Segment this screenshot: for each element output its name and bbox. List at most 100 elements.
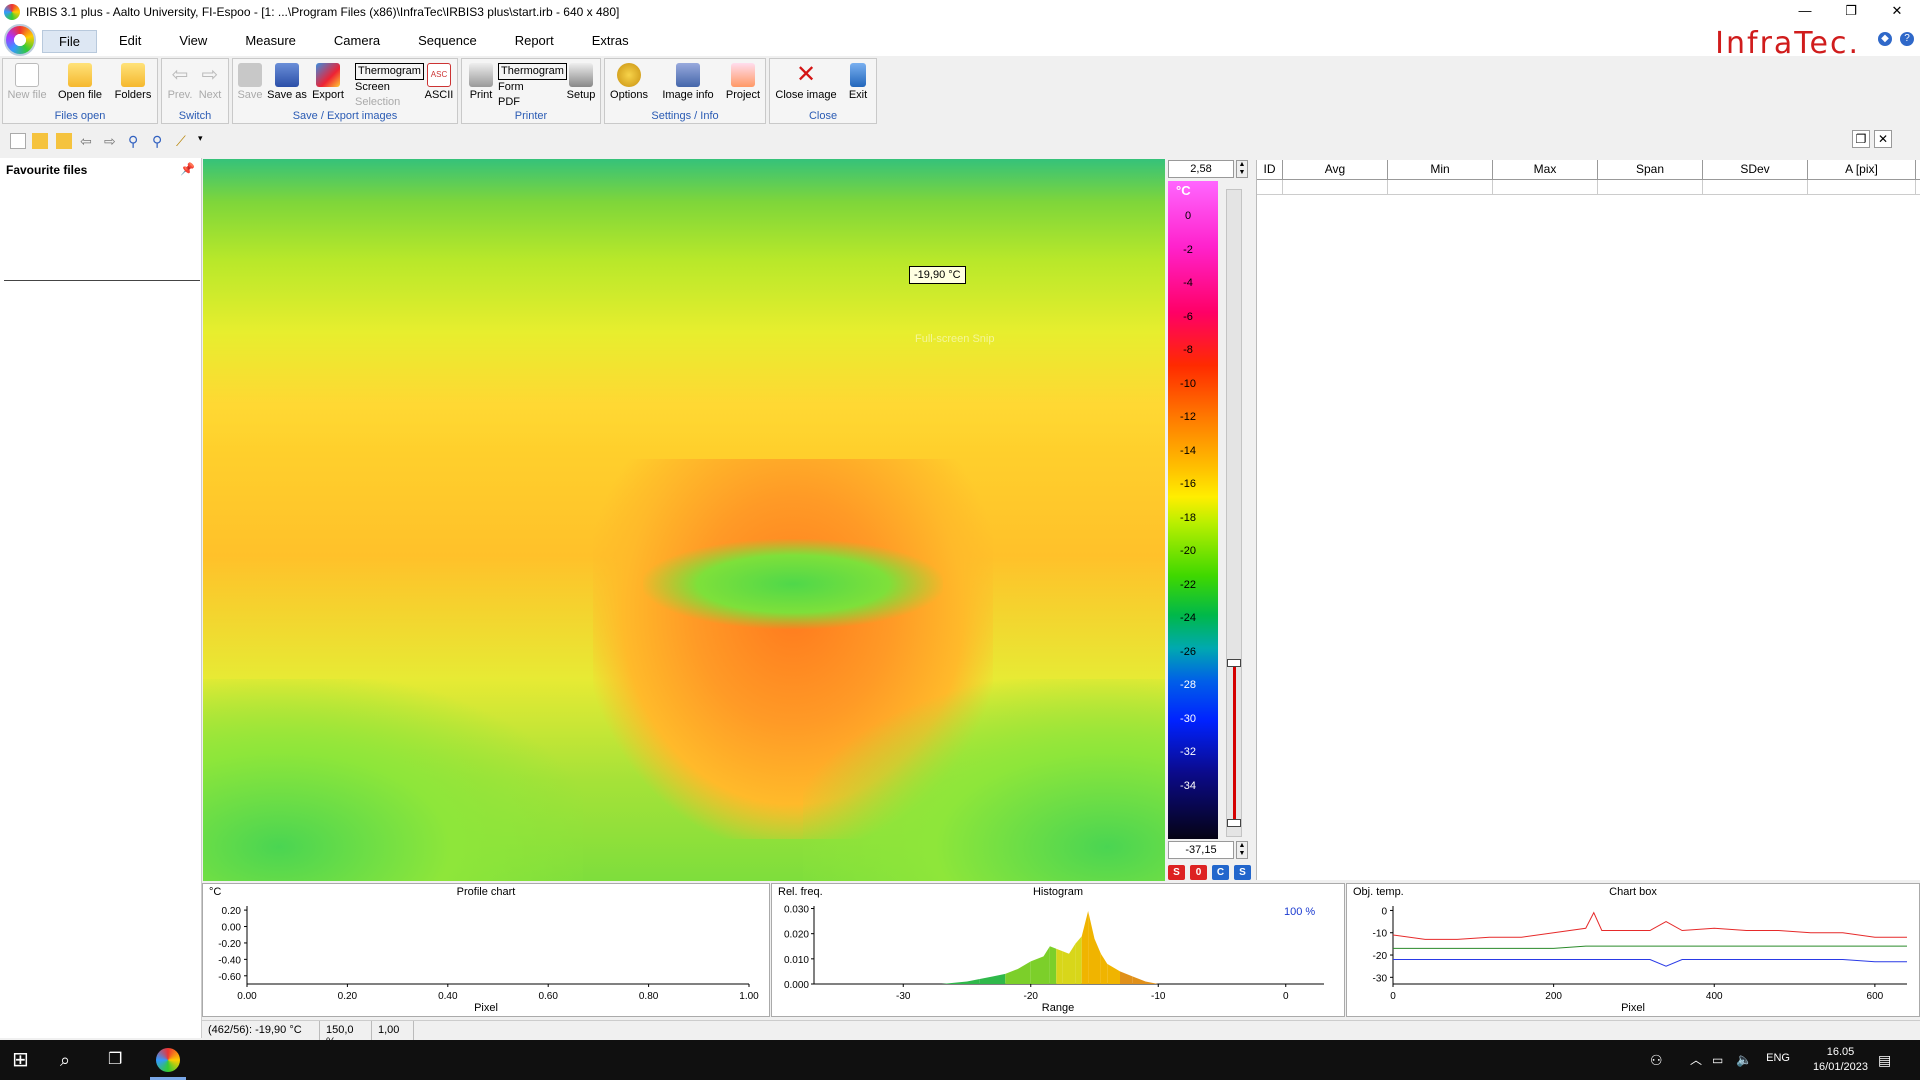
scale-button-s[interactable]: S <box>1168 865 1185 880</box>
scale-button-s2[interactable]: S <box>1234 865 1251 880</box>
zoom-out-icon[interactable]: ⚲ <box>128 133 139 149</box>
close-image-button[interactable]: ✕ Close image <box>775 61 837 102</box>
options-icon <box>617 63 641 87</box>
wand-icon[interactable]: ⟋ <box>176 133 186 149</box>
scale-tick: -24 <box>1180 612 1196 624</box>
floppy-icon <box>238 63 262 87</box>
export-button[interactable]: Export <box>309 63 347 101</box>
menu-measure[interactable]: Measure <box>245 33 296 48</box>
print-pdf-option[interactable]: PDF <box>498 96 520 108</box>
network-icon[interactable]: ▭ <box>1712 1053 1724 1067</box>
print-form-option[interactable]: Form <box>498 81 524 93</box>
table-row[interactable] <box>1257 180 1920 195</box>
menu-sequence[interactable]: Sequence <box>418 33 477 48</box>
close-pane-button[interactable]: ✕ <box>1874 130 1892 148</box>
exit-button[interactable]: Exit <box>844 63 872 101</box>
y-tick-label: -10 <box>1373 929 1388 940</box>
export-thermogram-option[interactable]: Thermogram <box>355 63 424 80</box>
folders-icon[interactable] <box>56 133 72 149</box>
scale-min-input[interactable]: -37,15 <box>1168 841 1234 859</box>
col-id[interactable]: ID <box>1257 160 1283 179</box>
scale-tick: -30 <box>1180 712 1196 725</box>
histogram-bin <box>1081 911 1089 984</box>
menu-extras[interactable]: Extras <box>591 33 629 48</box>
x-tick-label: -10 <box>1151 991 1166 1002</box>
scale-tick: -2 <box>1183 243 1193 256</box>
arrow-left-icon[interactable]: ⇦ <box>80 133 92 149</box>
scale-button-c[interactable]: C <box>1212 865 1229 880</box>
col-span[interactable]: Span <box>1598 160 1703 179</box>
new-file-button[interactable]: New file <box>7 63 47 101</box>
restore-button[interactable]: ❐ <box>1845 3 1857 18</box>
zoom-in-icon[interactable]: ⚲ <box>152 133 163 149</box>
people-icon[interactable]: ⚇ <box>1650 1052 1663 1068</box>
notifications-icon[interactable]: ▤ <box>1878 1052 1892 1068</box>
minimize-button[interactable]: — <box>1798 3 1812 18</box>
scale-tick: -16 <box>1180 478 1196 490</box>
restore-pane-button[interactable]: ❐ <box>1852 130 1870 148</box>
menu-file[interactable]: File <box>42 30 97 53</box>
new-file-icon[interactable] <box>10 133 26 149</box>
thermogram-image[interactable]: Full-screen Snip -19,90 °C <box>203 159 1165 881</box>
irbis-taskbar-icon[interactable] <box>156 1048 180 1072</box>
scale-min-spinner[interactable]: ▲ ▼ <box>1236 841 1248 859</box>
scale-button-0[interactable]: 0 <box>1190 865 1207 880</box>
menu-edit[interactable]: Edit <box>118 33 142 48</box>
pin-icon[interactable]: 📌 <box>180 162 195 176</box>
language-indicator[interactable]: ENG <box>1766 1052 1790 1064</box>
application-menu-button[interactable] <box>4 24 36 56</box>
style-icon[interactable]: ◆ <box>1878 32 1892 46</box>
help-icon[interactable]: ? <box>1900 32 1914 46</box>
clock[interactable]: 16.05 16/01/2023 <box>1813 1045 1868 1075</box>
project-button[interactable]: Project <box>723 63 763 101</box>
group-close: ✕ Close image Exit Close <box>769 58 877 124</box>
save-button[interactable]: Save <box>237 63 263 101</box>
close-window-button[interactable]: ✕ <box>1891 3 1903 18</box>
printer-setup-button[interactable]: Setup <box>564 63 598 101</box>
clock-date: 16/01/2023 <box>1812 1061 1868 1073</box>
customize-chevron-icon[interactable]: ▾ <box>198 133 203 143</box>
thermal-roof <box>643 539 943 629</box>
col-sdev[interactable]: SDev <box>1703 160 1808 179</box>
save-as-button[interactable]: Save as <box>267 63 307 101</box>
folders-button[interactable]: Folders <box>111 63 155 101</box>
ascii-button[interactable]: ASC ASCII <box>423 63 455 101</box>
scale-max-spinner[interactable]: ▲ ▼ <box>1236 160 1248 178</box>
arrow-right-icon[interactable]: ⇨ <box>104 133 116 149</box>
options-button[interactable]: Options <box>609 63 649 101</box>
menu-report[interactable]: Report <box>514 33 554 48</box>
x-tick-label: 0.00 <box>237 991 257 1002</box>
col-min[interactable]: Min <box>1388 160 1493 179</box>
search-icon[interactable]: ⌕ <box>60 1050 71 1070</box>
print-thermogram-option[interactable]: Thermogram <box>498 63 567 80</box>
menu-view[interactable]: View <box>179 33 208 48</box>
export-screen-option[interactable]: Screen <box>355 81 390 93</box>
scale-upper-handle[interactable] <box>1227 659 1241 667</box>
volume-icon[interactable]: 🔈 <box>1736 1052 1753 1067</box>
print-button[interactable]: Print <box>466 63 496 101</box>
next-button[interactable]: ⇨ Next <box>198 64 222 101</box>
group-save-export: Save Save as Export Thermogram Screen Se… <box>232 58 458 124</box>
col-area[interactable]: A [pix] <box>1808 160 1916 179</box>
histogram-bin <box>1062 951 1069 984</box>
menu-camera[interactable]: Camera <box>333 33 381 48</box>
histogram-bin <box>1069 943 1076 984</box>
tray-chevron-icon[interactable]: ︿ <box>1690 1053 1703 1067</box>
scale-slider-track[interactable] <box>1226 189 1242 837</box>
scale-max-input[interactable]: 2,58 <box>1168 160 1234 178</box>
open-file-button[interactable]: Open file <box>55 63 105 101</box>
image-info-button[interactable]: Image info <box>659 63 717 101</box>
status-cursor-position: (462/56): -19,90 °C <box>202 1021 320 1040</box>
y-tick-label: 0.20 <box>222 906 242 917</box>
open-folder-icon[interactable] <box>32 133 48 149</box>
task-view-icon[interactable]: ❐ <box>108 1051 123 1068</box>
col-max[interactable]: Max <box>1493 160 1598 179</box>
export-selection-option[interactable]: Selection <box>355 96 401 108</box>
col-avg[interactable]: Avg <box>1283 160 1388 179</box>
prev-button[interactable]: ⇦ Prev. <box>167 64 193 101</box>
group-switch: ⇦ Prev. ⇨ Next Switch <box>161 58 229 124</box>
series-line-min <box>1393 958 1907 967</box>
scale-lower-handle[interactable] <box>1227 819 1241 827</box>
histogram-bin <box>1005 968 1018 984</box>
windows-start-icon[interactable]: ⊞ <box>12 1049 29 1071</box>
